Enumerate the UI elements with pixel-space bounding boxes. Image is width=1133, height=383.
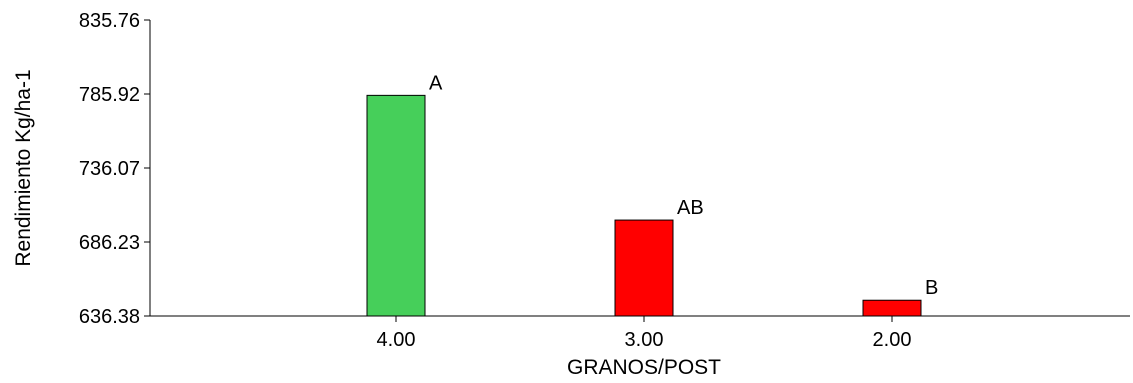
y-axis: 636.38 686.23 736.07 785.92 835.76 — [79, 10, 151, 328]
y-axis-title: Rendimiento Kg/ha-1 — [12, 69, 35, 266]
y-tick-label: 785.92 — [79, 84, 140, 106]
bar — [614, 219, 674, 317]
y-tick-label: 686.23 — [79, 232, 140, 254]
bar-letter-label: AB — [677, 197, 704, 219]
y-tick-label: 636.38 — [79, 306, 140, 328]
x-axis-title: GRANOS/POST — [567, 356, 721, 379]
bars — [366, 94, 922, 317]
bar-letter-label: A — [429, 72, 443, 94]
bar-letter-label: B — [925, 277, 938, 299]
y-tick-label: 736.07 — [79, 158, 140, 180]
bar — [366, 94, 426, 317]
y-tick-label: 835.76 — [79, 10, 140, 32]
bar-labels: A AB B — [429, 72, 938, 299]
x-tick-label: 4.00 — [377, 329, 416, 351]
x-tick-label: 3.00 — [625, 329, 664, 351]
bar — [862, 299, 922, 317]
x-tick-label: 2.00 — [873, 329, 912, 351]
x-axis: 4.00 3.00 2.00 — [150, 315, 1130, 351]
